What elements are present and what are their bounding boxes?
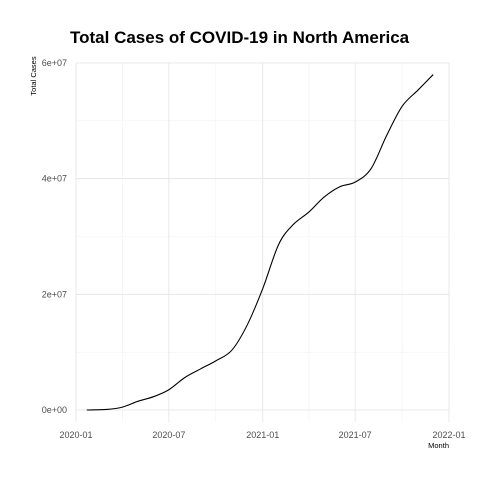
- x-tick-label: 2022-01: [432, 430, 465, 440]
- x-tick-label: 2020-01: [59, 430, 92, 440]
- x-axis-label: Month: [428, 441, 449, 450]
- y-tick-label: 2e+07: [42, 289, 67, 299]
- series-line: [86, 74, 434, 411]
- y-tick-label: 4e+07: [42, 174, 67, 184]
- x-tick-label: 2020-07: [152, 430, 185, 440]
- axis-ticks: 2020-01 2020-07 2021-01 2021-07 2022-01 0e+00…: [42, 58, 466, 440]
- grid: [75, 62, 450, 422]
- x-tick-label: 2021-01: [246, 430, 279, 440]
- y-tick-label: 6e+07: [42, 58, 67, 68]
- chart-title: Total Cases of COVID-19 in North America: [70, 28, 410, 47]
- x-tick-label: 2021-07: [339, 430, 372, 440]
- y-tick-label: 0e+00: [42, 405, 67, 415]
- y-axis-label: Total Cases: [29, 56, 38, 95]
